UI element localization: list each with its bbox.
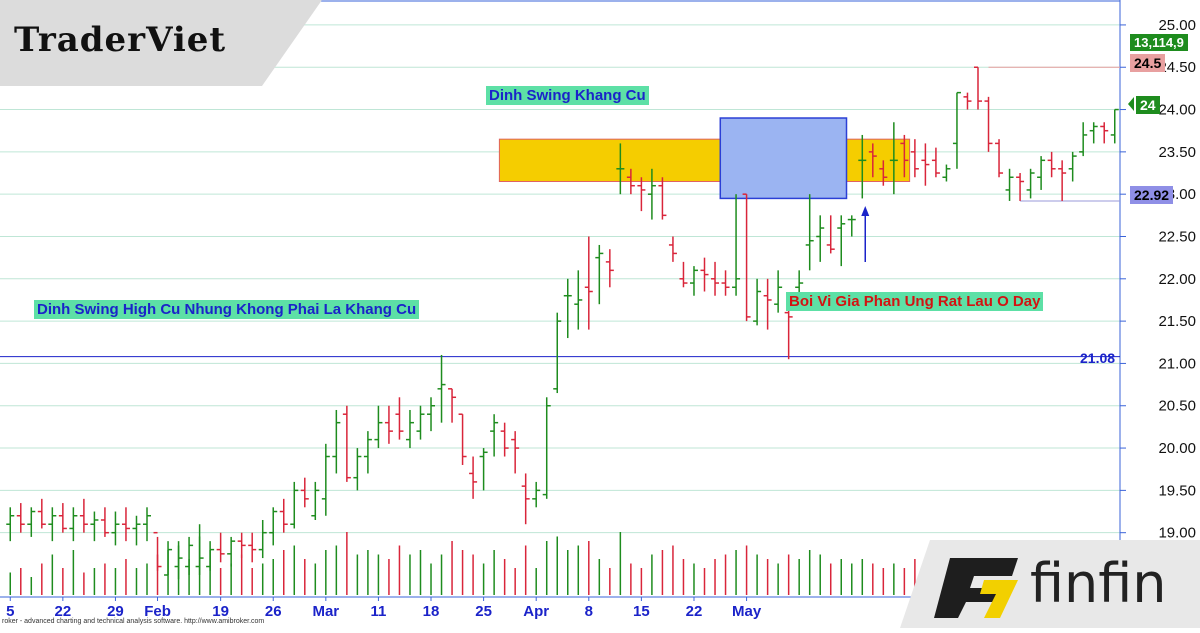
y-tick-label: 21.00 bbox=[1158, 355, 1196, 372]
arrow-up-icon bbox=[861, 206, 870, 216]
x-tick-label: May bbox=[732, 603, 762, 620]
y-tick-label: 21.50 bbox=[1158, 313, 1196, 330]
x-tick-label: Apr bbox=[523, 603, 549, 620]
x-tick-label: 26 bbox=[265, 603, 282, 620]
x-tick-label: 18 bbox=[423, 603, 440, 620]
y-tick-label: 24.50 bbox=[1158, 59, 1196, 76]
traderviet-logo-text: TraderViet bbox=[14, 20, 227, 60]
consolidation-box bbox=[719, 117, 848, 200]
finfin-logo-text: finfin bbox=[1030, 552, 1167, 615]
traderviet-logo-shape bbox=[0, 0, 322, 86]
x-tick-label: 25 bbox=[475, 603, 492, 620]
hline-tag: 21.08 bbox=[1080, 350, 1116, 366]
y-tick-label: 25.00 bbox=[1158, 17, 1196, 34]
resistance-tag: 24.5 bbox=[1130, 54, 1166, 72]
volume-tag: 13,114,9 bbox=[1130, 34, 1188, 51]
y-tick-label: 20.00 bbox=[1158, 440, 1196, 457]
annotation-dinh-swing-khang-cu: Dinh Swing Khang Cu bbox=[486, 86, 649, 105]
y-tick-label: 19.00 bbox=[1158, 525, 1196, 542]
annotation-dinh-swing-high-cu: Dinh Swing High Cu Nhung Khong Phai La K… bbox=[34, 300, 420, 319]
resistance-zone bbox=[498, 138, 911, 182]
traderviet-logo bbox=[0, 0, 322, 86]
y-tick-label: 20.50 bbox=[1158, 398, 1196, 415]
y-tick-label: 19.50 bbox=[1158, 482, 1196, 499]
x-tick-label: Feb bbox=[144, 603, 171, 620]
finfin-logo bbox=[900, 540, 1200, 628]
x-tick-label: 15 bbox=[633, 603, 650, 620]
y-tick-label: 24.00 bbox=[1158, 102, 1196, 119]
y-tick-label: 22.00 bbox=[1158, 271, 1196, 288]
x-tick-label: 11 bbox=[370, 603, 386, 620]
footer-credit: roker - advanced charting and technical … bbox=[2, 618, 265, 625]
x-tick-label: 8 bbox=[585, 603, 593, 620]
support-tag: 22.92 bbox=[1130, 186, 1174, 204]
last-price-pointer-icon bbox=[1128, 97, 1134, 111]
last-price-tag: 24 bbox=[1136, 96, 1160, 114]
y-tick-label: 22.50 bbox=[1158, 228, 1196, 245]
x-tick-label: 22 bbox=[686, 603, 703, 620]
y-tick-label: 23.50 bbox=[1158, 144, 1196, 161]
x-tick-label: 22 bbox=[55, 603, 72, 620]
x-tick-label: 19 bbox=[212, 603, 229, 620]
x-tick-label: 29 bbox=[107, 603, 124, 620]
x-tick-label: Mar bbox=[312, 603, 339, 620]
finfin-logo-shape bbox=[900, 540, 1200, 628]
x-tick-label: 5 bbox=[6, 603, 14, 620]
ff-monogram-icon bbox=[934, 558, 1018, 618]
annotation-boi-vi-gia: Boi Vi Gia Phan Ung Rat Lau O Day bbox=[786, 292, 1044, 311]
